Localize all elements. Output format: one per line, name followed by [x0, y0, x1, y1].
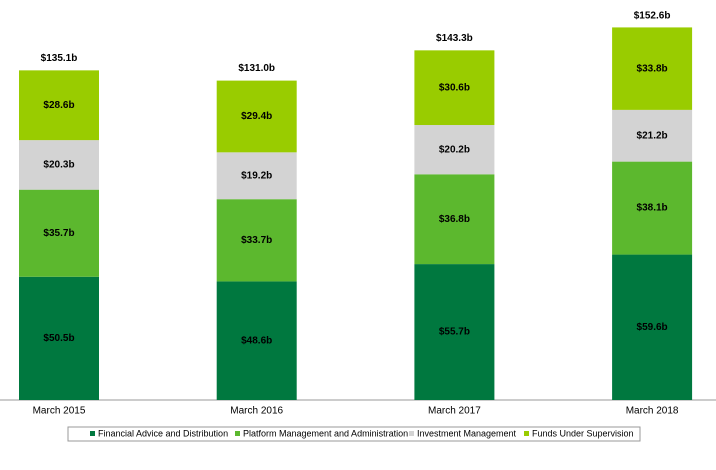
data-label: $48.6b [241, 335, 272, 346]
bar-segment [414, 264, 495, 400]
bar-segment [19, 276, 99, 400]
data-label: $28.6b [43, 100, 74, 111]
x-tick-label: March 2017 [428, 406, 481, 417]
data-label: $20.2b [439, 144, 470, 155]
legend-label: Investment Management [417, 428, 517, 438]
data-label: $59.6b [637, 322, 668, 333]
legend-swatch [90, 431, 95, 436]
legend-label: Funds Under Supervision [532, 428, 634, 438]
data-label: $29.4b [241, 111, 272, 122]
bar-segment [612, 27, 693, 110]
data-label: $33.8b [637, 63, 668, 74]
data-label: $50.5b [43, 333, 74, 344]
bar-segment [216, 152, 297, 200]
bar-segment [414, 125, 495, 175]
bar-segment [19, 70, 99, 141]
bar-segment [612, 109, 693, 162]
bar-segment [216, 199, 297, 282]
legend-box [67, 426, 641, 442]
total-label: $131.0b [238, 63, 275, 74]
data-label: $20.3b [43, 160, 74, 171]
data-label: $36.8b [439, 214, 470, 225]
bar-segment [19, 189, 99, 277]
legend-label: Platform Management and Administration [243, 428, 408, 438]
data-label: $33.7b [241, 235, 272, 246]
data-label: $38.1b [637, 203, 668, 214]
bar-segment [414, 174, 495, 265]
legend-swatch [524, 431, 529, 436]
legend-label: Financial Advice and Distribution [98, 428, 228, 438]
legend-swatch [235, 431, 240, 436]
x-tick-label: March 2018 [626, 406, 679, 417]
bar-segment [612, 161, 693, 255]
total-label: $135.1b [41, 53, 78, 64]
data-label: $55.7b [439, 327, 470, 338]
bar-segment [612, 254, 693, 400]
x-tick-label: March 2015 [33, 406, 86, 417]
bar-segment [216, 281, 297, 400]
x-tick-label: March 2016 [230, 406, 283, 417]
data-label: $35.7b [43, 228, 74, 239]
bar-segment [414, 50, 495, 126]
legend-swatch [409, 431, 414, 436]
data-label: $21.2b [637, 130, 668, 141]
bar-segment [216, 80, 297, 153]
data-label: $30.6b [439, 82, 470, 93]
bar-segment [19, 140, 99, 190]
total-label: $143.3b [436, 33, 473, 44]
total-label: $152.6b [634, 10, 671, 21]
data-label: $19.2b [241, 170, 272, 181]
